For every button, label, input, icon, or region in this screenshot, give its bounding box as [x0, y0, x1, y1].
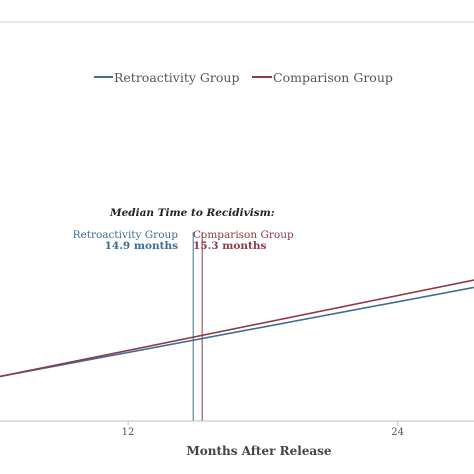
- median-annotation: Median Time to Recidivism: Retroactivity…: [73, 207, 294, 252]
- median-annotation-title: Median Time to Recidivism:: [109, 207, 275, 219]
- series-line-retroactivity: [0, 286, 474, 378]
- series-line-comparison: [0, 279, 474, 378]
- plot-area: [0, 232, 474, 421]
- x-tick-label-24: 24: [391, 427, 404, 438]
- legend-label-comparison: Comparison Group: [273, 70, 393, 85]
- median-comparison-value: 15.3 months: [193, 240, 266, 252]
- x-axis-ticks: 12 24: [122, 421, 404, 438]
- legend-label-retroactivity: Retroactivity Group: [114, 70, 239, 85]
- median-retro-label: Retroactivity Group: [73, 229, 179, 241]
- x-tick-label-12: 12: [122, 427, 135, 438]
- x-axis-title: Months After Release: [186, 444, 331, 458]
- median-retro-value: 14.9 months: [105, 240, 178, 252]
- legend: Retroactivity Group Comparison Group: [94, 70, 393, 85]
- median-comparison-label: Comparison Group: [193, 229, 294, 241]
